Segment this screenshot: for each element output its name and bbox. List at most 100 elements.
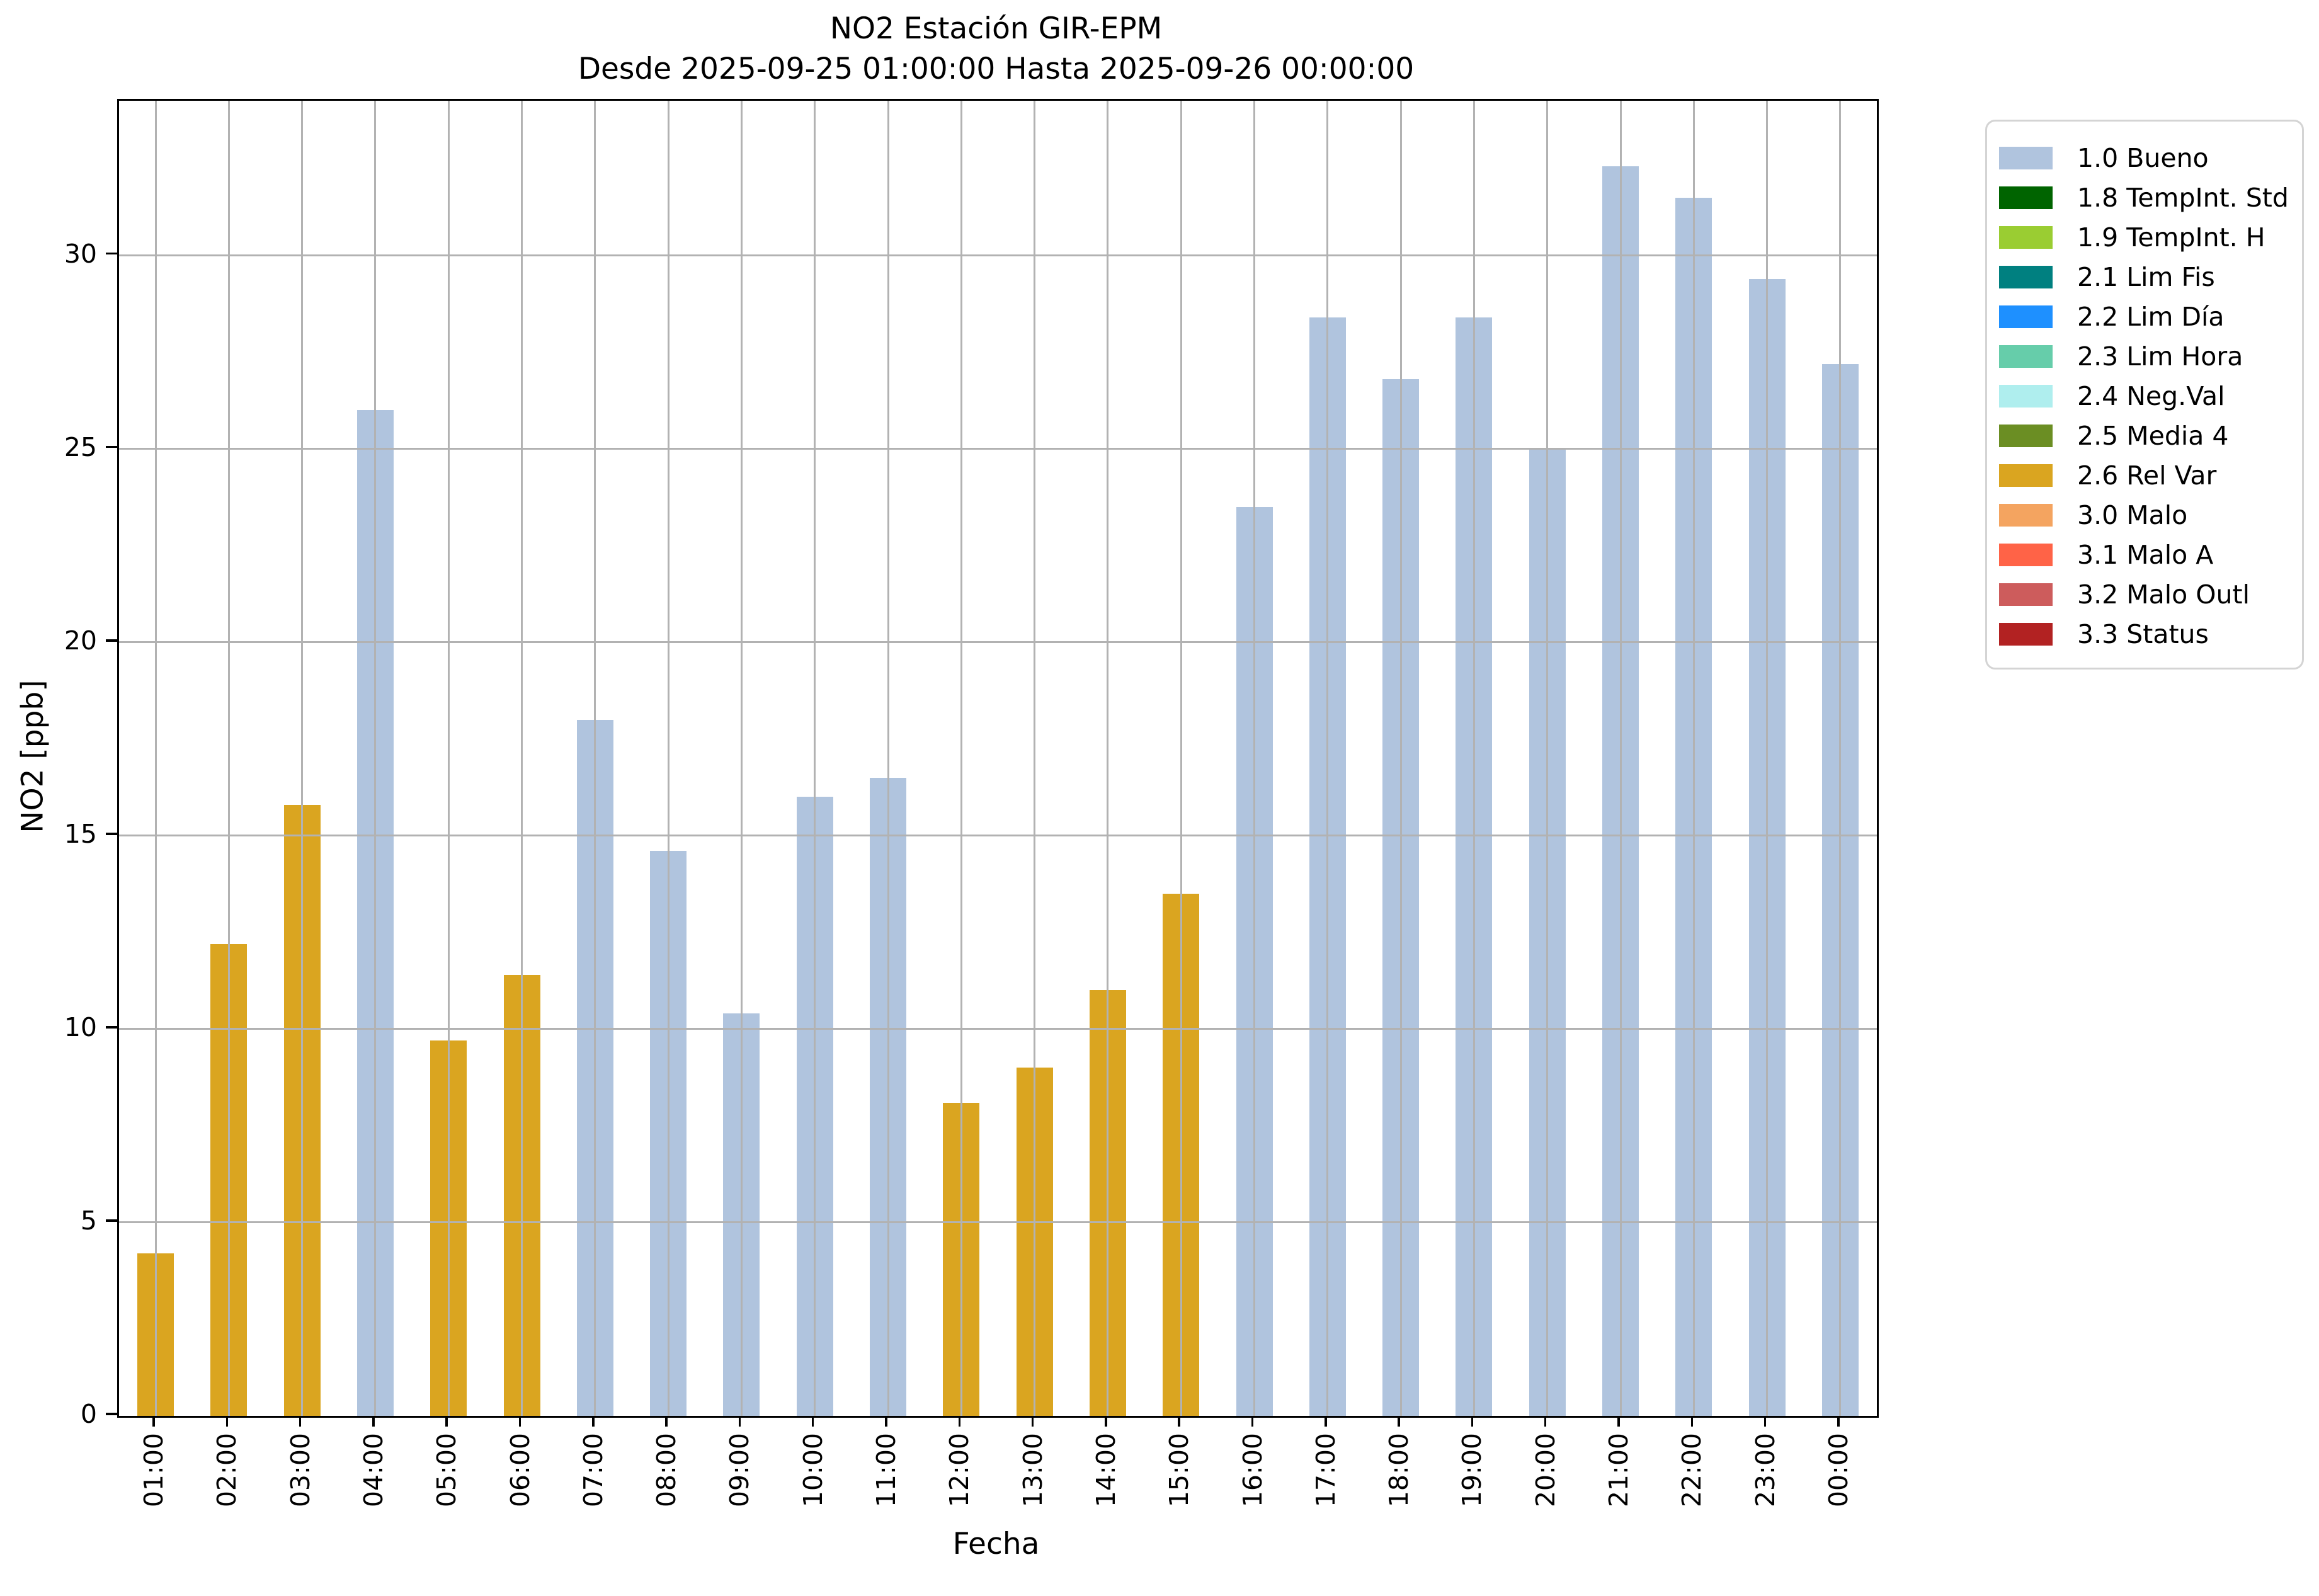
x-tick-label: 14:00 — [1090, 1433, 1121, 1508]
x-tick-mark — [1837, 1416, 1840, 1427]
legend-label: 1.9 TempInt. H — [2077, 222, 2265, 253]
x-tick-mark — [592, 1416, 595, 1427]
gridline-vertical — [521, 101, 523, 1416]
x-tick-mark — [1398, 1416, 1400, 1427]
y-tick-mark — [106, 1026, 117, 1029]
x-tick-mark — [811, 1416, 814, 1427]
legend-swatch — [1999, 345, 2053, 368]
x-tick-mark — [1325, 1416, 1327, 1427]
legend-item: 2.6 Rel Var — [1999, 455, 2302, 495]
legend-swatch — [1999, 146, 2053, 169]
gridline-vertical — [227, 101, 230, 1416]
gridline-vertical — [1546, 101, 1549, 1416]
gridline-vertical — [1399, 101, 1402, 1416]
legend-item: 3.0 Malo — [1999, 495, 2302, 535]
legend-label: 3.2 Malo Outl — [2077, 579, 2250, 610]
gridline-vertical — [960, 101, 962, 1416]
x-tick-label: 11:00 — [871, 1433, 901, 1508]
legend-swatch — [1999, 384, 2053, 408]
legend-item: 2.2 Lim Día — [1999, 297, 2302, 336]
y-tick-mark — [106, 639, 117, 642]
legend-label: 3.0 Malo — [2077, 499, 2188, 530]
legend-label: 3.1 Malo A — [2077, 539, 2214, 570]
x-tick-label: 15:00 — [1164, 1433, 1195, 1508]
legend-label: 2.3 Lim Hora — [2077, 341, 2243, 372]
gridline-vertical — [447, 101, 450, 1416]
gridline-vertical — [1253, 101, 1255, 1416]
x-tick-mark — [1544, 1416, 1547, 1427]
y-tick-mark — [106, 1413, 117, 1415]
x-tick-mark — [299, 1416, 302, 1427]
legend-item: 2.4 Neg.Val — [1999, 376, 2302, 416]
plot-area — [117, 99, 1879, 1418]
legend-swatch — [1999, 225, 2053, 249]
x-tick-mark — [1031, 1416, 1034, 1427]
x-axis-label: Fecha — [952, 1527, 1040, 1561]
x-tick-label: 01:00 — [139, 1433, 169, 1508]
legend-swatch — [1999, 265, 2053, 288]
legend-label: 1.0 Bueno — [2077, 142, 2209, 173]
gridline-vertical — [1839, 101, 1842, 1416]
x-tick-label: 05:00 — [431, 1433, 462, 1508]
y-tick-mark — [106, 445, 117, 448]
gridline-vertical — [887, 101, 889, 1416]
x-tick-mark — [885, 1416, 887, 1427]
legend-item: 3.3 Status — [1999, 614, 2302, 654]
x-tick-mark — [1178, 1416, 1180, 1427]
gridline-vertical — [814, 101, 816, 1416]
legend-swatch — [1999, 503, 2053, 527]
gridline-vertical — [1692, 101, 1695, 1416]
legend-item: 1.8 TempInt. Std — [1999, 178, 2302, 217]
chart-title-line2: Desde 2025-09-25 01:00:00 Hasta 2025-09-… — [578, 52, 1415, 86]
x-tick-label: 07:00 — [578, 1433, 608, 1508]
x-tick-mark — [445, 1416, 448, 1427]
x-tick-label: 13:00 — [1017, 1433, 1048, 1508]
legend-swatch — [1999, 424, 2053, 447]
legend-label: 2.5 Media 4 — [2077, 420, 2229, 451]
x-tick-label: 22:00 — [1677, 1433, 1707, 1508]
x-tick-mark — [1471, 1416, 1474, 1427]
y-tick-label: 15 — [64, 818, 97, 849]
legend-item: 3.1 Malo A — [1999, 535, 2302, 574]
gridline-vertical — [667, 101, 669, 1416]
legend-item: 1.0 Bueno — [1999, 138, 2302, 178]
gridline-vertical — [1619, 101, 1622, 1416]
y-tick-label: 10 — [64, 1012, 97, 1042]
legend-label: 2.1 Lim Fis — [2077, 261, 2215, 292]
y-tick-mark — [106, 252, 117, 255]
legend-item: 2.5 Media 4 — [1999, 416, 2302, 455]
legend-label: 2.6 Rel Var — [2077, 460, 2217, 491]
gridline-vertical — [301, 101, 304, 1416]
legend-swatch — [1999, 583, 2053, 606]
legend-item: 3.2 Malo Outl — [1999, 574, 2302, 614]
x-tick-mark — [1690, 1416, 1694, 1427]
gridline-horizontal — [119, 1028, 1877, 1030]
legend-item: 2.1 Lim Fis — [1999, 257, 2302, 297]
legend-swatch — [1999, 186, 2053, 209]
x-tick-label: 19:00 — [1457, 1433, 1488, 1508]
x-tick-mark — [958, 1416, 961, 1427]
gridline-horizontal — [119, 1221, 1877, 1224]
x-tick-label: 06:00 — [504, 1433, 535, 1508]
x-tick-mark — [225, 1416, 229, 1427]
x-tick-label: 03:00 — [285, 1433, 316, 1508]
y-tick-label: 25 — [64, 431, 97, 462]
legend-label: 2.4 Neg.Val — [2077, 380, 2225, 411]
gridline-vertical — [1326, 101, 1329, 1416]
x-tick-label: 21:00 — [1604, 1433, 1634, 1508]
y-tick-label: 0 — [80, 1399, 97, 1429]
gridline-horizontal — [119, 835, 1877, 837]
x-tick-mark — [1617, 1416, 1620, 1427]
chart-title: NO2 Estación GIR-EPM Desde 2025-09-25 01… — [117, 9, 1875, 89]
gridline-vertical — [1766, 101, 1769, 1416]
y-axis-label: NO2 [ppb] — [15, 680, 50, 833]
gridline-vertical — [374, 101, 377, 1416]
y-tick-mark — [106, 1219, 117, 1222]
chart-title-line1: NO2 Estación GIR-EPM — [829, 11, 1163, 46]
gridline-horizontal — [119, 641, 1877, 644]
gridline-vertical — [1107, 101, 1109, 1416]
legend-swatch — [1999, 622, 2053, 646]
gridline-vertical — [1473, 101, 1475, 1416]
x-tick-label: 18:00 — [1384, 1433, 1415, 1508]
legend: 1.0 Bueno 1.8 TempInt. Std 1.9 TempInt. H 2… — [1985, 120, 2304, 670]
